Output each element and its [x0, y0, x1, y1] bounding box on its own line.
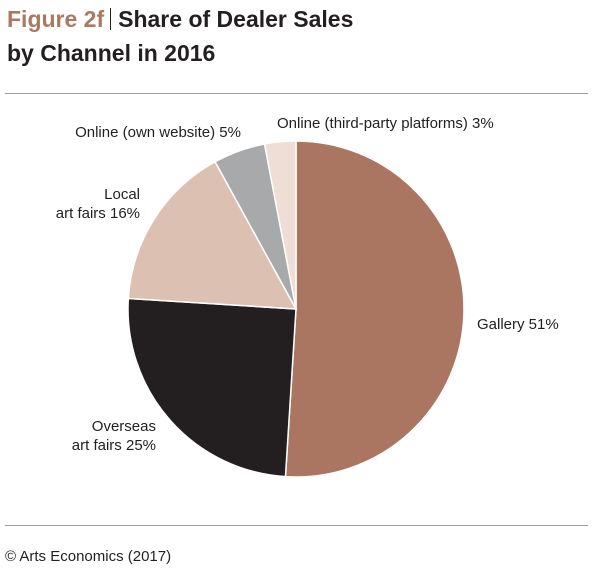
- title-separator: [110, 8, 112, 30]
- pie-slices: [127, 140, 465, 478]
- pie-slice-overseas-art-fairs: [127, 297, 297, 478]
- pie-slice-gallery: [284, 140, 465, 478]
- pie-slice-local-art-fairs: [127, 160, 298, 310]
- slice-label: Online (own website) 5%: [75, 124, 241, 141]
- title-line-2: by Channel in 2016: [7, 40, 216, 66]
- pie-labels: Gallery 51% Overseas art fairs 25% Local art…: [56, 115, 559, 454]
- top-divider: [5, 93, 588, 94]
- chart-title: Figure 2f Share of Dealer Sales by Channe…: [7, 2, 353, 70]
- title-text-1: Share of Dealer Sales: [118, 6, 354, 32]
- source-note: © Arts Economics (2017): [5, 548, 172, 565]
- slice-label: Gallery 51%: [477, 316, 559, 333]
- slice-label: Local art fairs 16%: [56, 186, 140, 222]
- bottom-divider: [5, 525, 588, 526]
- figure-label: Figure 2f: [7, 6, 105, 32]
- pie-slice-online-third-party-platforms: [263, 140, 297, 310]
- slice-label: Overseas art fairs 25%: [72, 418, 156, 454]
- slice-label: Online (third-party platforms) 3%: [277, 115, 494, 132]
- title-line-1: Figure 2f Share of Dealer Sales: [7, 2, 353, 36]
